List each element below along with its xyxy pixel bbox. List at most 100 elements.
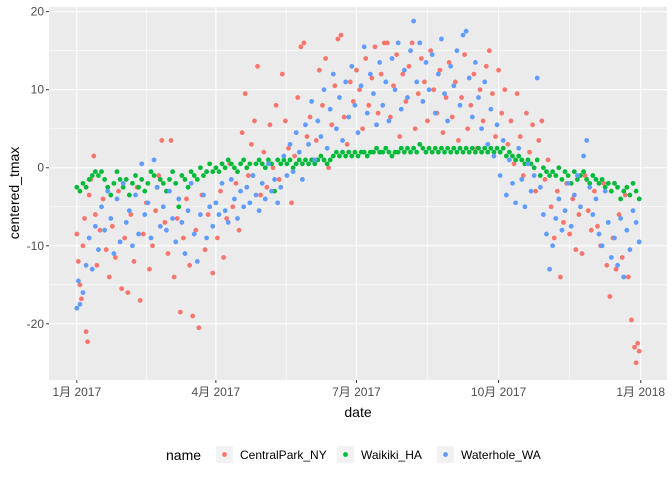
data-point [248,141,254,147]
data-point [190,313,196,319]
data-point [352,102,358,108]
data-point [83,184,89,190]
data-point [282,118,288,124]
data-point [262,165,268,171]
data-point [451,145,457,151]
data-point [534,75,540,81]
data-point [522,204,528,210]
data-point [344,141,350,147]
data-point [170,216,176,221]
data-point [581,153,586,159]
data-point [442,149,447,155]
data-point [454,149,460,155]
data-point [469,114,475,120]
data-point [411,145,417,151]
data-point [463,28,469,34]
data-point [551,235,557,241]
data-point [270,165,276,171]
data-point [446,60,452,65]
data-point [194,177,200,182]
data-point [497,149,503,155]
data-point [415,91,421,97]
data-point [304,134,310,139]
data-point [256,157,262,163]
data-point [201,173,206,178]
data-point [536,138,542,143]
data-point [265,161,271,167]
data-point [321,87,327,93]
data-point [86,177,92,182]
data-point [258,192,264,198]
data-point [349,63,355,69]
data-point [91,153,97,159]
data-point [350,99,356,104]
data-point [403,99,409,104]
data-point [218,188,223,194]
data-point [440,130,446,136]
data-point [619,255,625,260]
data-point [534,157,540,163]
data-point [605,180,611,186]
data-point [486,48,492,54]
data-point [491,149,497,155]
data-point [550,243,556,249]
data-point [544,231,549,237]
data-point [174,216,180,221]
data-point [293,161,299,167]
data-point [443,95,449,100]
data-point [574,173,580,178]
data-point [599,177,605,182]
data-point [389,56,395,61]
data-point [181,235,186,241]
data-point [140,231,146,237]
data-point [306,141,311,147]
data-point [210,223,216,229]
data-point [210,169,216,175]
data-point [576,212,582,217]
data-point [488,145,494,151]
data-point [228,161,234,167]
data-point [460,149,466,155]
x-tick-label: 10月 2017 [471,385,527,399]
data-point [459,95,464,100]
data-point [612,235,617,241]
data-point [99,204,104,210]
data-point [627,192,633,198]
data-point [188,180,194,186]
data-point [92,212,98,217]
data-point [392,87,398,93]
data-point [262,196,268,202]
data-point [471,71,477,77]
data-point [545,157,551,163]
y-tick-label: 0 [37,161,44,175]
data-point [582,173,588,178]
data-point [596,231,602,237]
legend-label: CentralPark_NY [240,448,327,462]
data-point [213,165,219,171]
data-point [333,149,339,155]
data-point [503,192,509,198]
data-point [284,173,290,178]
data-point [511,161,517,167]
data-point [130,180,135,186]
data-point [299,177,305,182]
data-point [544,169,549,175]
data-point [383,79,389,85]
data-point [593,177,599,182]
data-point [414,149,420,155]
data-point [369,75,375,81]
data-point [267,122,273,128]
data-point [462,52,468,58]
data-point [194,258,200,264]
data-point [133,173,138,178]
data-point [224,216,230,221]
data-point [432,110,438,116]
data-point [468,102,474,108]
data-point [429,149,435,155]
data-point [469,145,475,151]
data-point [531,165,537,171]
data-point [321,157,327,163]
data-points [74,18,642,366]
data-point [259,161,265,167]
data-point [170,169,176,175]
